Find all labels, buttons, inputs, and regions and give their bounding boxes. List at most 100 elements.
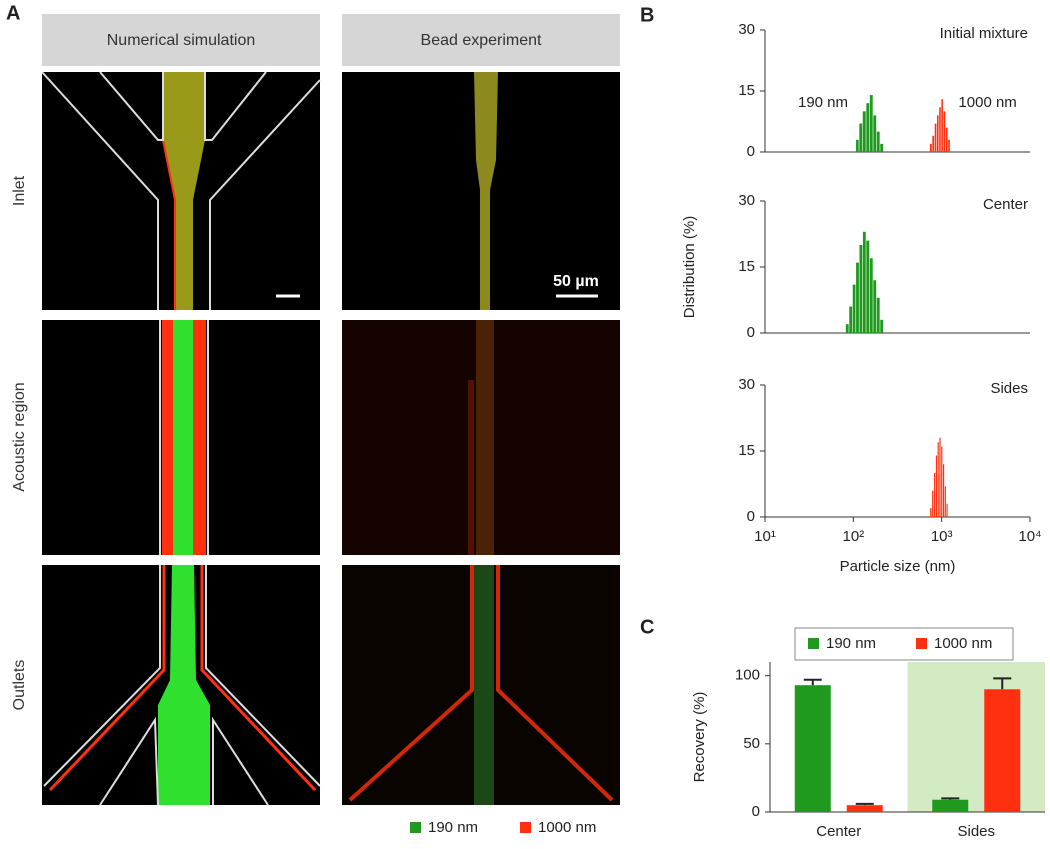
y-tick-label: 15 xyxy=(738,258,755,275)
bar xyxy=(862,231,866,333)
bar xyxy=(944,486,946,517)
bar xyxy=(932,799,969,812)
y-tick-label: 100 xyxy=(735,667,760,684)
chart-title: Sides xyxy=(990,380,1028,397)
bar xyxy=(932,490,934,517)
row-label: Outlets xyxy=(11,660,28,711)
y-tick-label: 30 xyxy=(738,192,755,209)
y-tick-label: 0 xyxy=(747,508,755,525)
bar xyxy=(935,455,938,517)
bar xyxy=(945,127,948,152)
error-bar xyxy=(993,677,1012,690)
image xyxy=(42,565,321,806)
image xyxy=(42,320,320,555)
y-tick-label: 0 xyxy=(747,143,755,160)
bar xyxy=(849,306,853,333)
legend-label: 1000 nm xyxy=(934,635,992,652)
highlight xyxy=(907,662,1045,812)
row-label: Inlet xyxy=(11,175,28,206)
column-header: Numerical simulation xyxy=(107,32,256,49)
legend-swatch xyxy=(808,638,819,649)
legend-swatch xyxy=(916,638,927,649)
y-tick-label: 30 xyxy=(738,376,755,393)
y-axis-label: Recovery (%) xyxy=(691,692,708,783)
bar xyxy=(943,111,946,152)
x-tick-label: 10⁴ xyxy=(1018,528,1041,545)
bar xyxy=(937,442,939,517)
y-axis-label: Distribution (%) xyxy=(681,216,698,319)
bar xyxy=(930,508,932,517)
series-label: 190 nm xyxy=(798,94,848,111)
y-tick-label: 0 xyxy=(752,803,760,820)
bar xyxy=(942,464,945,517)
y-tick-label: 50 xyxy=(743,735,760,752)
error-bar xyxy=(803,678,822,686)
legend-label: 190 nm xyxy=(826,635,876,652)
chart-title: Center xyxy=(983,196,1028,213)
scale-bar-label: 50 µm xyxy=(553,273,599,290)
bar xyxy=(859,245,863,333)
bar xyxy=(859,123,863,152)
bar xyxy=(845,324,849,333)
legend-box xyxy=(794,627,1014,661)
bar xyxy=(876,131,880,152)
bar xyxy=(794,685,831,812)
bar xyxy=(876,297,880,333)
y-tick-label: 15 xyxy=(738,82,755,99)
x-axis-label: Particle size (nm) xyxy=(840,558,956,575)
bar xyxy=(856,262,859,333)
legend-swatch xyxy=(410,822,421,833)
chart-title: Initial mixture xyxy=(940,25,1028,42)
y-tick-label: 0 xyxy=(747,324,755,341)
x-tick-label: 10³ xyxy=(931,528,953,545)
panel-label: B xyxy=(640,4,654,26)
y-tick-label: 30 xyxy=(738,21,755,38)
column-header-bg xyxy=(42,14,320,66)
panel-label: A xyxy=(6,2,20,24)
error-bar xyxy=(855,802,874,806)
bar xyxy=(866,103,870,152)
legend-label: 190 nm xyxy=(428,819,478,836)
column-header-bg xyxy=(342,14,620,66)
legend-swatch xyxy=(520,822,531,833)
bar xyxy=(936,115,939,152)
x-tick-label: 10¹ xyxy=(754,528,776,545)
row-label: Acoustic region xyxy=(11,382,28,491)
error-bar xyxy=(941,797,960,800)
bar xyxy=(862,111,866,152)
bar xyxy=(873,280,877,333)
bar xyxy=(984,689,1021,812)
bar xyxy=(866,240,870,333)
bar xyxy=(873,115,877,152)
bar xyxy=(941,99,943,152)
bar xyxy=(939,107,941,152)
bar xyxy=(932,135,935,152)
bar xyxy=(934,473,936,517)
image xyxy=(41,71,321,310)
image xyxy=(342,565,620,805)
x-tick-label: Center xyxy=(816,823,861,840)
image: 50 µm xyxy=(342,72,620,310)
bar xyxy=(856,139,859,152)
column-header: Bead experiment xyxy=(421,32,543,49)
bar xyxy=(846,805,883,812)
y-tick-label: 15 xyxy=(738,442,755,459)
bar xyxy=(941,446,943,517)
panel-label: C xyxy=(640,616,654,638)
bar xyxy=(869,95,873,152)
series-label: 1000 nm xyxy=(958,94,1016,111)
bar xyxy=(852,284,856,333)
bar xyxy=(880,143,884,152)
bar xyxy=(929,143,932,152)
bar xyxy=(880,319,884,333)
bar xyxy=(934,123,937,152)
bar xyxy=(939,437,941,517)
bar xyxy=(946,503,948,517)
bar xyxy=(948,139,950,152)
x-tick-label: Sides xyxy=(957,823,995,840)
image xyxy=(342,320,620,555)
legend-label: 1000 nm xyxy=(538,819,596,836)
x-tick-label: 10² xyxy=(842,528,864,545)
